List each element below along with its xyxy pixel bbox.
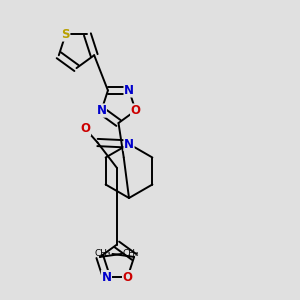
Text: O: O xyxy=(80,122,91,136)
Text: O: O xyxy=(130,104,141,117)
Text: CH₃: CH₃ xyxy=(122,249,139,258)
Text: N: N xyxy=(101,271,111,284)
Text: N: N xyxy=(96,104,106,117)
Text: S: S xyxy=(61,28,70,41)
Text: CH₃: CH₃ xyxy=(95,249,112,258)
Text: O: O xyxy=(123,271,133,284)
Text: N: N xyxy=(124,137,134,151)
Text: N: N xyxy=(124,84,134,97)
